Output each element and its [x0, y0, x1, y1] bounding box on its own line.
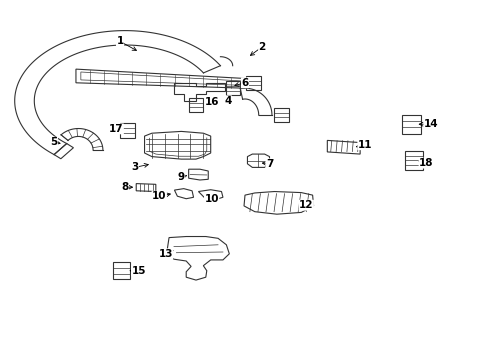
Text: 12: 12	[299, 200, 314, 210]
Text: 4: 4	[224, 96, 232, 106]
Text: 10: 10	[204, 194, 219, 204]
Text: 1: 1	[117, 36, 123, 46]
Text: 14: 14	[424, 119, 439, 129]
Bar	[405, 151, 423, 170]
Text: 2: 2	[259, 42, 266, 52]
Text: 6: 6	[242, 78, 248, 88]
Bar	[274, 108, 289, 122]
Text: 3: 3	[131, 162, 138, 172]
Bar	[246, 76, 261, 90]
Text: 11: 11	[358, 140, 372, 150]
Bar	[113, 262, 130, 279]
Bar	[402, 115, 421, 134]
Bar	[120, 123, 135, 138]
Text: 15: 15	[131, 266, 146, 276]
Text: 13: 13	[158, 249, 173, 259]
Bar	[226, 81, 240, 95]
Text: 5: 5	[50, 137, 57, 147]
Text: 18: 18	[419, 158, 434, 168]
Bar	[189, 98, 203, 112]
Text: 17: 17	[109, 124, 123, 134]
Text: 8: 8	[122, 182, 128, 192]
Text: 10: 10	[152, 191, 167, 201]
Text: 16: 16	[205, 96, 220, 107]
Text: 9: 9	[178, 172, 185, 182]
Text: 7: 7	[266, 159, 273, 169]
